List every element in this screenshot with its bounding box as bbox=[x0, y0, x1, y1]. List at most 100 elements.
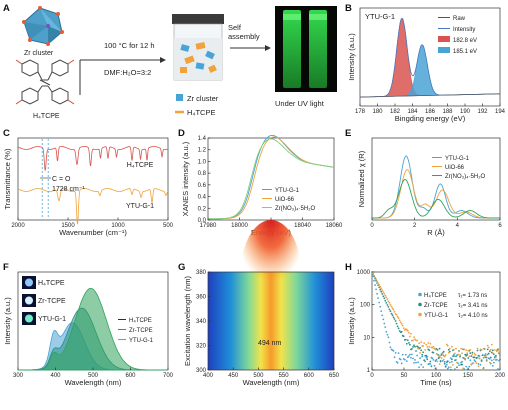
x-axis-title: Wavelength (nm) bbox=[65, 378, 122, 387]
decay-point bbox=[498, 351, 500, 354]
decay-point bbox=[499, 358, 501, 361]
decay-point bbox=[490, 343, 493, 346]
xps-baseline bbox=[359, 93, 501, 98]
decay-point bbox=[427, 342, 430, 344]
decay-point bbox=[397, 352, 400, 354]
xps-peak-185.1 bbox=[359, 44, 501, 98]
decay-point bbox=[453, 353, 455, 356]
x-tick-label: 194 bbox=[495, 109, 506, 115]
plot-frame-h bbox=[371, 271, 501, 371]
decay-point bbox=[439, 354, 442, 357]
annotation-co: C = O bbox=[52, 176, 71, 183]
decay-point bbox=[406, 339, 409, 342]
decay-point bbox=[391, 314, 394, 317]
decay-point bbox=[497, 368, 499, 370]
decay-point bbox=[464, 357, 467, 360]
axes-f: 300 400 500 600 700 Wavelength (nm) Intensity … bbox=[3, 297, 174, 387]
y-tick-label: 320 bbox=[196, 344, 207, 350]
decay-point bbox=[470, 363, 473, 366]
decay-point bbox=[475, 362, 478, 364]
inset-label-h4tcpe: H₄TCPE bbox=[38, 280, 65, 287]
h4tcpe-label: H₄TCPE bbox=[33, 113, 60, 120]
decay-point bbox=[460, 347, 462, 350]
y-tick-label: 1.2 bbox=[198, 148, 207, 154]
decay-point bbox=[412, 339, 414, 342]
decay-point bbox=[418, 366, 420, 369]
legend-e: YTU-G-1 UiO-66 Zr(NO₃)₄·5H₂O bbox=[432, 156, 486, 180]
decay-point bbox=[490, 359, 493, 362]
decay-point bbox=[383, 292, 386, 295]
decay-point bbox=[446, 344, 449, 347]
decay-point bbox=[425, 354, 428, 357]
decay-point bbox=[374, 276, 376, 279]
decay-point bbox=[466, 353, 469, 356]
decay-point bbox=[489, 356, 492, 359]
x-tick-label: 500 bbox=[253, 373, 264, 379]
series-label-ytu-g-1: YTU-G-1 bbox=[126, 203, 154, 210]
decay-point bbox=[468, 365, 471, 368]
decay-point bbox=[447, 348, 450, 351]
legend-label-f: Zr-TCPE bbox=[129, 328, 153, 334]
decay-point bbox=[465, 349, 468, 352]
legend-label-f: H₄TCPE bbox=[129, 318, 152, 324]
decay-point bbox=[405, 360, 408, 362]
uv-light-label: Under UV light bbox=[275, 99, 325, 108]
decay-point bbox=[429, 360, 432, 363]
decay-point bbox=[379, 288, 382, 291]
xanes-series-2 bbox=[208, 138, 335, 220]
decay-point bbox=[469, 352, 472, 355]
decay-point bbox=[401, 324, 404, 327]
decay-point bbox=[461, 363, 463, 366]
decay-point bbox=[458, 350, 460, 353]
sample-label-b: YTU-G-1 bbox=[365, 12, 395, 21]
decay-point bbox=[391, 307, 394, 310]
decay-point bbox=[482, 367, 485, 369]
panel-label-g: G bbox=[178, 262, 185, 273]
legend-label-e: Zr(NO₃)₄·5H₂O bbox=[445, 174, 486, 180]
decay-point bbox=[382, 318, 385, 321]
decay-point bbox=[457, 353, 459, 356]
series-label-h4tcpe: H₄TCPE bbox=[127, 162, 154, 169]
decay-point bbox=[399, 358, 402, 361]
x-tick-label: 0 bbox=[370, 373, 374, 379]
decay-point bbox=[392, 350, 395, 352]
decay-point bbox=[376, 280, 378, 282]
decay-point bbox=[437, 355, 440, 357]
decay-point bbox=[378, 301, 381, 304]
decay-point bbox=[380, 287, 383, 290]
decay-point bbox=[389, 346, 392, 349]
legend-label-b: 185.1 eV bbox=[453, 49, 477, 55]
decay-point bbox=[442, 358, 445, 361]
decay-point bbox=[473, 352, 476, 355]
decay-point bbox=[387, 336, 390, 339]
decay-point bbox=[413, 362, 415, 364]
legend-zr-cluster: Zr cluster bbox=[187, 94, 219, 103]
x-tick-label: 186 bbox=[425, 109, 436, 115]
decay-point bbox=[486, 344, 489, 347]
decay-point bbox=[439, 360, 442, 363]
legend-h: H₄TCPE τ₁= 1.73 ns Zr-TCPE τ₂= 3.41 ns YTU-G… bbox=[418, 292, 488, 319]
decay-point bbox=[401, 353, 404, 356]
decay-point bbox=[406, 329, 409, 332]
y-tick-label: 0.4 bbox=[198, 195, 207, 201]
decay-point bbox=[436, 360, 439, 363]
decay-point bbox=[385, 330, 388, 333]
decay-point bbox=[481, 368, 484, 371]
decay-point bbox=[453, 355, 455, 357]
decay-point bbox=[410, 332, 412, 335]
ftir-h4tcpe bbox=[17, 146, 169, 171]
decay-point bbox=[389, 310, 392, 313]
x-tick-label: 192 bbox=[477, 109, 488, 115]
y-tick-label: 0.2 bbox=[198, 206, 207, 212]
decay-point bbox=[416, 354, 418, 357]
decay-point bbox=[383, 322, 386, 325]
decay-point bbox=[476, 349, 479, 352]
panel-c: C H₄TCPE YTU-G-1 2000 1500 1000 500 Wavenumbe… bbox=[3, 128, 174, 237]
reaction-vial bbox=[172, 14, 224, 81]
exafs-plot bbox=[372, 155, 500, 219]
panel-label-f: F bbox=[3, 262, 9, 273]
axes-g: 400 450 500 550 600 650 Wavelength (nm) 300 320 3… bbox=[183, 270, 340, 387]
decay-point bbox=[374, 284, 376, 286]
decay-point bbox=[435, 353, 438, 355]
x-tick-label: 184 bbox=[407, 109, 418, 115]
